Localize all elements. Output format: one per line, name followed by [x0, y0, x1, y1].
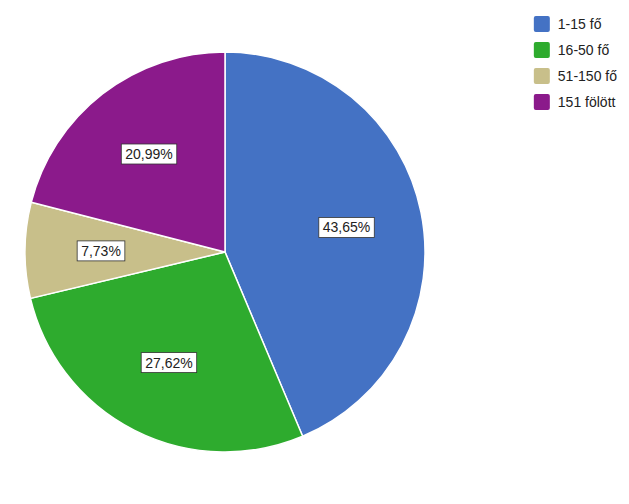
chart: 43,65% 27,62% 7,73% 20,99% 1-15 fő 16-50 fő 51… [0, 0, 629, 504]
legend-label: 51-150 fő [558, 68, 617, 84]
data-label-group: 20,99% [121, 144, 176, 164]
legend-swatch [534, 68, 550, 84]
legend-label: 16-50 fő [558, 42, 610, 58]
data-label: 20,99% [125, 146, 172, 162]
pie-slice [31, 52, 225, 252]
data-label-box [319, 217, 374, 237]
legend: 1-15 fő 16-50 fő 51-150 fő 151 fölött [534, 16, 617, 110]
data-label-box [121, 144, 176, 164]
data-label-group: 27,62% [141, 353, 196, 373]
legend-swatch [534, 16, 550, 32]
data-label-box [77, 241, 125, 261]
data-label-box [141, 353, 196, 373]
chart-container: 43,65% 27,62% 7,73% 20,99% 1-15 fő 16-50 fő 51… [0, 0, 629, 504]
pie [25, 52, 425, 452]
data-label-group: 7,73% [77, 241, 125, 261]
data-label: 7,73% [81, 243, 121, 259]
legend-swatch [534, 94, 550, 110]
legend-swatch [534, 42, 550, 58]
data-labels: 43,65% 27,62% 7,73% 20,99% [77, 144, 374, 373]
legend-label: 151 fölött [558, 94, 616, 110]
data-label: 27,62% [145, 355, 192, 371]
data-label: 43,65% [323, 219, 370, 235]
data-label-group: 43,65% [319, 217, 374, 237]
legend-label: 1-15 fő [558, 16, 602, 32]
